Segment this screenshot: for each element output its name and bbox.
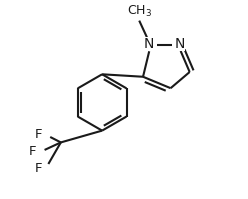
Text: N: N xyxy=(175,37,185,51)
Text: F: F xyxy=(29,145,36,158)
Text: N: N xyxy=(144,37,154,51)
Text: F: F xyxy=(35,128,42,141)
Text: F: F xyxy=(35,162,42,175)
Text: CH$_3$: CH$_3$ xyxy=(127,4,152,19)
